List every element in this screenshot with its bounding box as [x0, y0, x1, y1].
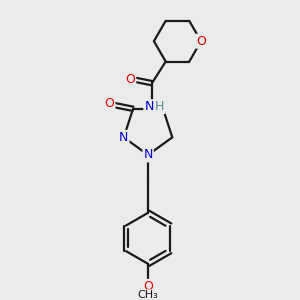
Text: O: O [105, 98, 114, 110]
Text: O: O [125, 73, 135, 86]
Text: O: O [143, 280, 153, 293]
Text: N: N [143, 148, 153, 161]
Text: CH₃: CH₃ [138, 290, 158, 300]
Text: N: N [119, 131, 128, 144]
Text: H: H [155, 100, 164, 113]
Text: N: N [144, 100, 154, 113]
Text: O: O [196, 35, 206, 48]
